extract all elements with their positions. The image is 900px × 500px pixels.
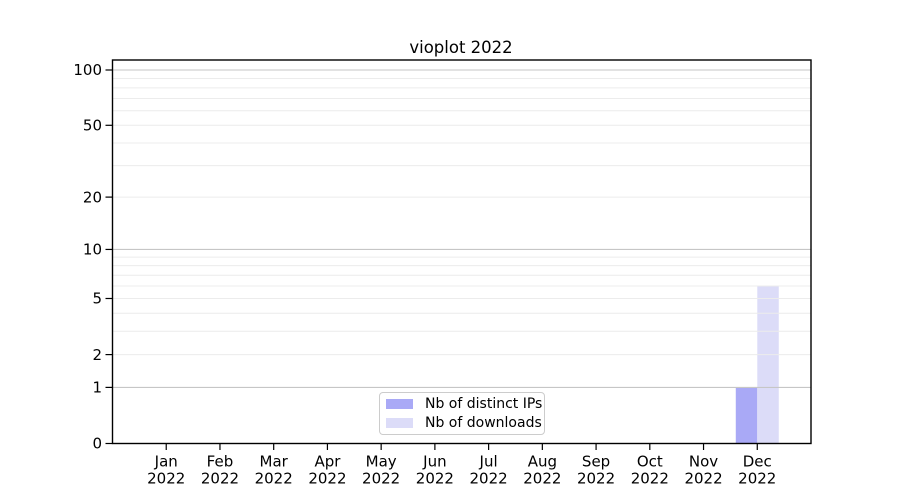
chart-title: vioplot 2022 (409, 38, 512, 57)
legend-label-distinct-ips: Nb of distinct IPs (425, 396, 543, 412)
x-tick-label-year: 2022 (362, 470, 400, 488)
x-tick-label-year: 2022 (523, 470, 561, 488)
legend-item-distinct-ips: Nb of distinct IPs (386, 395, 544, 414)
axes: 0125102050100Jan2022Feb2022Mar2022Apr202… (73, 59, 812, 488)
legend: Nb of distinct IPs Nb of downloads (379, 392, 545, 435)
x-tick-label-month: Sep (582, 453, 610, 471)
y-tick-label: 2 (92, 346, 102, 364)
x-tick-label-year: 2022 (684, 470, 722, 488)
x-tick-label-month: Aug (528, 453, 557, 471)
y-tick-label: 20 (83, 188, 102, 206)
x-tick-label-month: May (366, 453, 397, 471)
legend-swatch-downloads (386, 418, 413, 428)
x-tick-label-year: 2022 (308, 470, 346, 488)
x-tick-label-month: Mar (260, 453, 289, 471)
x-tick-label-year: 2022 (631, 470, 669, 488)
plot-border (111, 59, 812, 445)
x-tick-label-month: Jul (479, 453, 498, 471)
x-tick-label-year: 2022 (147, 470, 185, 488)
legend-item-downloads: Nb of downloads (386, 414, 544, 433)
y-tick-label: 0 (92, 435, 102, 453)
y-tick-label: 10 (83, 241, 102, 259)
x-tick-label-year: 2022 (738, 470, 776, 488)
y-tick-label: 50 (83, 116, 102, 134)
x-tick-label-month: Apr (314, 453, 341, 471)
x-tick-label-month: Oct (637, 453, 663, 471)
x-tick-label-month: Jun (422, 453, 446, 471)
y-tick-label: 100 (73, 61, 102, 79)
x-tick-label-year: 2022 (255, 470, 293, 488)
x-tick-label-month: Nov (689, 453, 718, 471)
x-tick-label-month: Dec (743, 453, 772, 471)
x-tick-label-month: Jan (154, 453, 178, 471)
x-tick-label-month: Feb (207, 453, 234, 471)
bars (735, 286, 779, 444)
x-tick-label-year: 2022 (577, 470, 615, 488)
y-tick-label: 5 (92, 290, 102, 308)
legend-swatch-distinct-ips (386, 399, 413, 409)
x-tick-label-year: 2022 (201, 470, 239, 488)
gridlines (112, 69, 811, 388)
x-tick-label-year: 2022 (416, 470, 454, 488)
bar-dec-distinct-ips (735, 387, 758, 444)
legend-label-downloads: Nb of downloads (425, 415, 542, 431)
x-tick-label-year: 2022 (470, 470, 508, 488)
bar-dec-downloads (757, 286, 779, 444)
y-tick-label: 1 (92, 379, 102, 397)
